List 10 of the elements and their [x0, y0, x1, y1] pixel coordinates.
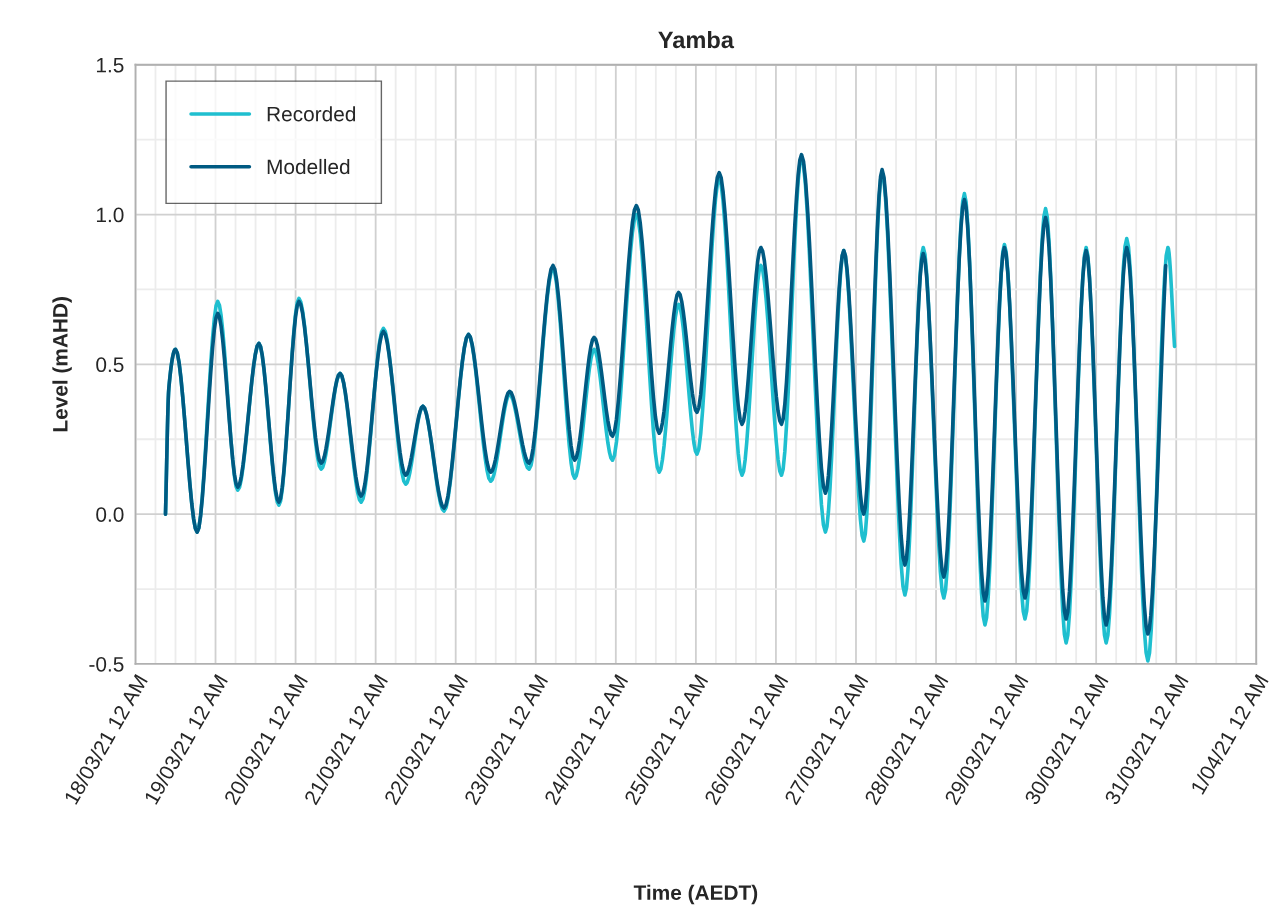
x-axis-title: Time (AEDT): [633, 884, 758, 905]
y-tick-label: -0.5: [89, 656, 124, 672]
y-tick-label: 1.0: [96, 207, 124, 223]
legend-label: Modelled: [267, 158, 350, 175]
chart-title: Yamba: [658, 30, 735, 49]
y-tick-label: 1.5: [96, 57, 124, 73]
y-tick-label: 0.5: [96, 357, 124, 373]
legend-label: Recorded: [267, 106, 356, 122]
y-tick-label: 0.0: [96, 507, 124, 522]
y-axis-title: Level (mAHD): [52, 297, 72, 432]
